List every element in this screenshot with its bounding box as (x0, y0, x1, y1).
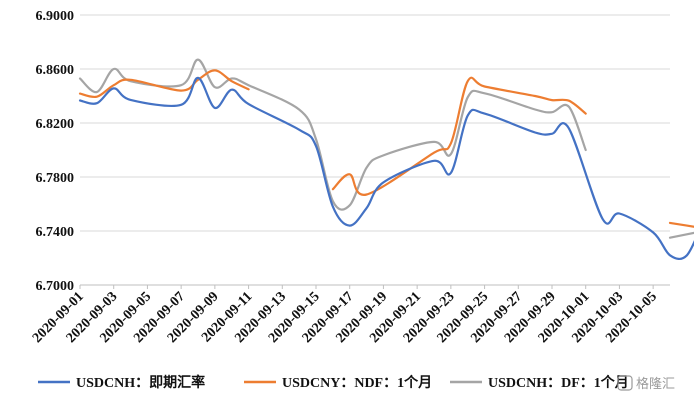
watermark: 格隆汇 (617, 375, 675, 392)
y-tick-label: 6.7000 (36, 279, 75, 294)
y-tick-label: 6.7800 (36, 171, 75, 186)
watermark-text: 格隆汇 (636, 376, 675, 392)
y-axis-ticks: 6.7000 6.7400 6.7800 6.8200 6.8600 6.9000 (36, 9, 75, 294)
series-line (78, 58, 587, 211)
series-lines (78, 58, 694, 260)
legend-item: USDCNH：即期汇率 (38, 374, 205, 391)
legend-label: USDCNH：DF：1个月 (488, 374, 629, 391)
legend-item: USDCNH：DF：1个月 (450, 374, 629, 391)
series-line (78, 76, 694, 260)
series-line (668, 221, 694, 228)
legend-item: USDCNY：NDF：1个月 (244, 374, 432, 391)
legend-label: USDCNH：即期汇率 (76, 374, 205, 391)
y-tick-label: 6.8600 (36, 63, 75, 78)
series-line (331, 76, 587, 196)
watermark-logo (617, 375, 633, 391)
series-line (78, 69, 250, 99)
series-1 (78, 76, 694, 260)
y-tick-label: 6.9000 (36, 9, 75, 24)
y-tick-label: 6.7400 (36, 225, 75, 240)
legend: USDCNH：即期汇率 USDCNY：NDF：1个月 USDCNH：DF：1个月 (38, 374, 629, 391)
y-tick-label: 6.8200 (36, 117, 75, 132)
x-axis-ticks: 2020-09-012020-09-032020-09-052020-09-07… (30, 285, 660, 346)
gridlines (80, 14, 670, 232)
series-3 (78, 58, 694, 239)
series-2 (78, 69, 694, 228)
legend-label: USDCNY：NDF：1个月 (282, 374, 432, 391)
series-line (668, 231, 694, 239)
